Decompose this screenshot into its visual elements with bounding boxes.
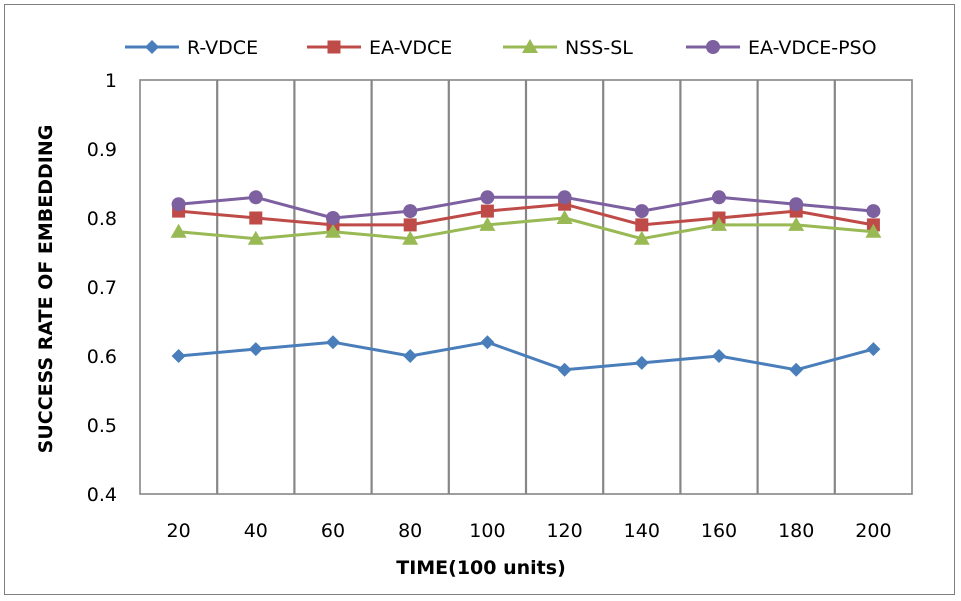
series-line-nss-sl — [178, 216, 874, 241]
legend-marker-ea-vdce-pso — [706, 40, 720, 54]
data-point-nss-sl — [170, 223, 187, 238]
x-tick-label: 180 — [778, 520, 814, 542]
series-line-r-vdce — [178, 340, 874, 372]
data-point-ea-vdce-pso — [171, 197, 186, 212]
data-point-ea-vdce — [403, 218, 417, 232]
data-point-nss-sl — [247, 230, 264, 245]
y-axis-ticks: 0.4 0.5 0.6 0.7 0.8 0.9 1 — [87, 70, 117, 506]
chart-frame — [4, 4, 955, 595]
y-tick-label: 0.4 — [87, 484, 117, 506]
x-tick-label: 40 — [244, 520, 268, 542]
data-point-nss-sl — [633, 230, 650, 245]
plot-border — [139, 79, 913, 495]
data-point-nss-sl — [325, 223, 341, 238]
data-point-nss-sl — [479, 216, 496, 231]
x-tick-label: 60 — [321, 520, 345, 542]
data-point-ea-vdce — [249, 211, 263, 225]
data-point-ea-vdce-pso — [789, 197, 804, 212]
data-point-r-vdce — [248, 342, 263, 357]
data-point-ea-vdce-pso — [712, 190, 726, 205]
legend-label-ea-vdce: EA-VDCE — [369, 37, 452, 59]
plot-area — [139, 79, 913, 495]
data-point-r-vdce — [171, 349, 186, 363]
data-point-ea-vdce-pso — [403, 204, 418, 219]
data-point-nss-sl — [788, 216, 805, 231]
legend-marker-ea-vdce — [327, 40, 341, 54]
data-point-ea-vdce-pso — [480, 190, 495, 205]
data-point-ea-vdce-pso — [557, 190, 572, 205]
data-point-ea-vdce-pso — [248, 190, 263, 205]
x-axis-title: TIME(100 units) — [396, 557, 566, 579]
data-point-r-vdce — [866, 342, 881, 357]
series-line-ea-vdce-pso — [178, 195, 874, 220]
data-point-r-vdce — [634, 355, 649, 370]
x-tick-label: 100 — [469, 520, 505, 542]
data-point-nss-sl — [556, 210, 573, 224]
y-tick-label: 0.5 — [87, 415, 117, 437]
x-tick-label: 160 — [701, 520, 737, 542]
data-point-r-vdce — [480, 335, 495, 350]
series-group — [170, 190, 882, 377]
y-tick-label: 0.8 — [87, 208, 117, 230]
series-nss-sl — [170, 210, 882, 245]
series-line-ea-vdce — [178, 202, 874, 227]
y-tick-label: 0.7 — [87, 277, 117, 299]
legend-marker-r-vdce — [145, 40, 159, 54]
data-point-ea-vdce-pso — [634, 204, 649, 219]
x-tick-label: 20 — [167, 520, 191, 542]
data-point-r-vdce — [712, 349, 726, 363]
legend-label-ea-vdce-pso: EA-VDCE-PSO — [748, 37, 877, 59]
y-tick-label: 0.9 — [87, 139, 117, 161]
data-point-ea-vdce — [635, 218, 649, 232]
series-r-vdce — [171, 335, 881, 377]
x-tick-label: 80 — [398, 520, 422, 542]
data-point-r-vdce — [403, 349, 418, 363]
data-point-ea-vdce — [480, 204, 494, 218]
grid-lines — [216, 80, 836, 494]
y-axis-title: SUCCESS RATE OF EMBEDDING — [35, 125, 57, 454]
legend-marker-nss-sl — [522, 39, 538, 53]
data-point-nss-sl — [711, 216, 727, 231]
data-point-nss-sl — [402, 230, 419, 245]
y-tick-label: 1 — [105, 70, 117, 92]
x-tick-label: 140 — [624, 520, 660, 542]
x-axis-ticks: 20 40 60 80 100 120 140 160 180 200 — [167, 520, 892, 542]
data-point-r-vdce — [326, 335, 340, 350]
legend-label-r-vdce: R-VDCE — [187, 37, 258, 59]
x-tick-label: 200 — [855, 520, 891, 542]
x-tick-label: 120 — [546, 520, 582, 542]
data-point-ea-vdce-pso — [866, 204, 881, 219]
legend: R-VDCE EA-VDCE NSS-SL EA-VDCE-PSO — [125, 37, 877, 59]
data-point-r-vdce — [789, 362, 804, 377]
y-tick-label: 0.6 — [87, 346, 117, 368]
data-point-ea-vdce-pso — [326, 211, 340, 225]
data-point-nss-sl — [865, 223, 882, 238]
data-point-r-vdce — [557, 362, 572, 377]
legend-label-nss-sl: NSS-SL — [565, 37, 633, 59]
series-ea-vdce-pso — [171, 190, 881, 225]
